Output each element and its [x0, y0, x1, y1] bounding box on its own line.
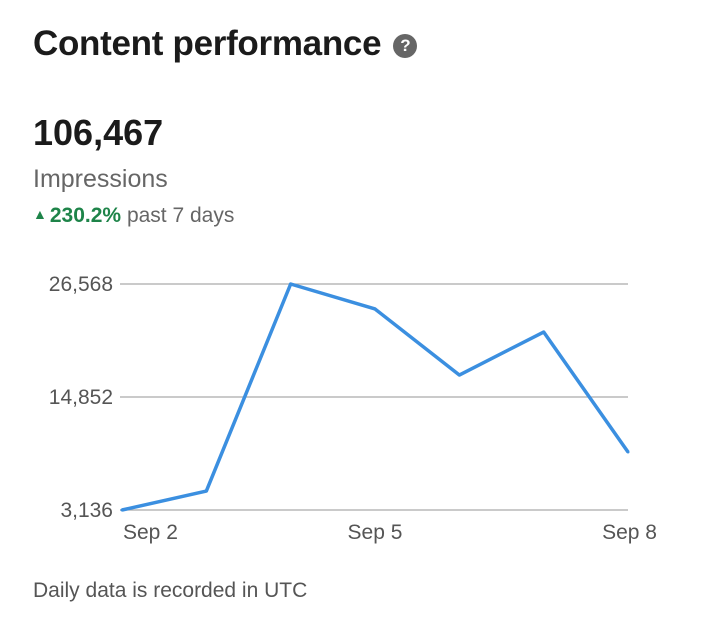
total-value: 106,467: [33, 112, 164, 153]
change-period: past 7 days: [126, 204, 235, 227]
x-tick-label: Sep 8: [602, 521, 657, 544]
y-tick-label: 3,136: [60, 499, 113, 522]
x-tick-label: Sep 2: [123, 521, 178, 544]
metric-label: Impressions: [33, 165, 168, 193]
data-point: [626, 450, 630, 454]
change-indicator: ▲ 230.2% past 7 days: [33, 204, 234, 228]
x-tick-label: Sep 5: [348, 521, 403, 544]
triangle-up-icon: ▲: [33, 206, 47, 222]
title-text: Content performance: [33, 24, 382, 63]
y-tick-label: 26,568: [49, 273, 113, 296]
data-point: [120, 508, 124, 512]
data-point: [373, 307, 377, 311]
question-circle-icon[interactable]: ?: [393, 34, 418, 58]
footnote: Daily data is recorded in UTC: [33, 579, 308, 602]
data-point: [542, 330, 546, 334]
data-point: [204, 489, 208, 493]
y-tick-label: 14,852: [49, 386, 113, 409]
data-point: [289, 282, 293, 286]
page-title: Content performance ?: [33, 24, 418, 64]
change-value: 230.2%: [49, 204, 122, 227]
data-point: [457, 373, 461, 377]
